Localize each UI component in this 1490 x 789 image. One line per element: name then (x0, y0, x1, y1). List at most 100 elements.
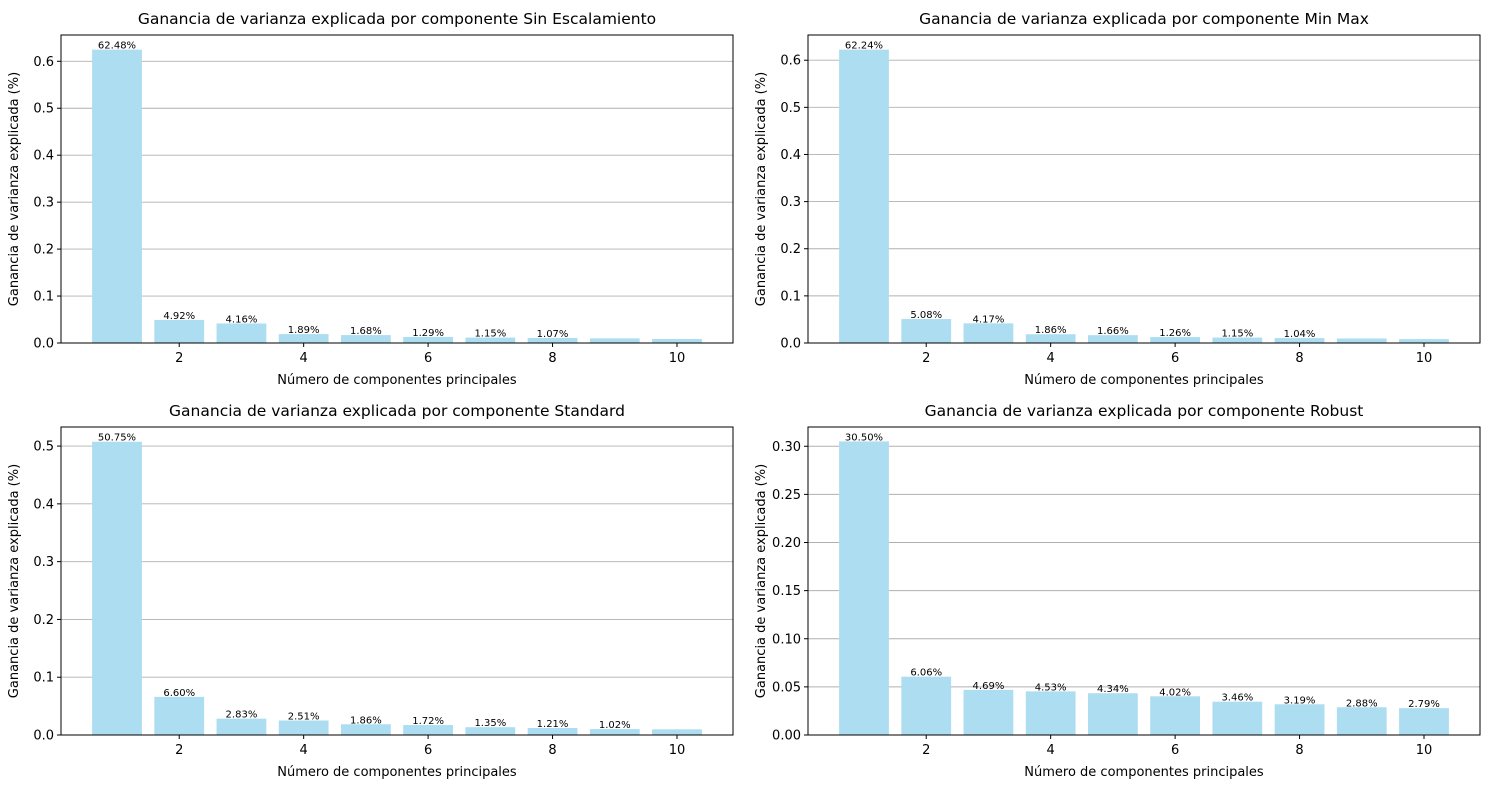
x-axis-label: Número de componentes principales (1024, 765, 1264, 780)
bar (403, 336, 453, 343)
y-tick-label: 0.30 (772, 440, 801, 455)
bar (403, 725, 453, 735)
data-label: 4.16% (226, 314, 258, 325)
data-label: 1.15% (1221, 329, 1253, 340)
y-tick-label: 0.00 (772, 729, 801, 744)
data-label: 4.69% (973, 681, 1005, 692)
bar (341, 335, 391, 343)
y-tick-label: 0.2 (33, 613, 54, 628)
bar (589, 338, 640, 343)
y-tick-label: 0.20 (772, 536, 801, 551)
bar (839, 49, 889, 344)
data-label: 1.68% (350, 326, 382, 337)
plot-frame (807, 426, 1481, 736)
x-tick-label: 10 (1416, 351, 1433, 366)
x-tick-label: 8 (1295, 351, 1303, 366)
data-label: 1.86% (350, 715, 382, 726)
y-tick-label: 0.6 (33, 55, 54, 70)
y-tick-label: 0.5 (33, 102, 54, 117)
y-axis-label: Ganancia de varianza explicada (%) (754, 72, 769, 306)
y-tick-label: 0.3 (33, 555, 54, 570)
y-axis-label: Ganancia de varianza explicada (%) (7, 464, 22, 698)
bar (216, 718, 267, 735)
bar (963, 689, 1014, 735)
data-label: 62.48% (98, 41, 136, 52)
bar (216, 323, 267, 343)
chart-1: 62.48% 4.92% 4.16% 1.89% 1.68% 1.29% 1.15% 1.07… (7, 10, 734, 388)
data-label: 1.04% (1284, 329, 1316, 340)
y-tick-label: 0.0 (33, 337, 54, 352)
y-tick-label: 0.1 (33, 290, 54, 305)
plot-frame (60, 426, 734, 736)
y-tick-label: 0.05 (772, 680, 801, 695)
y-tick-label: 0.0 (33, 729, 54, 744)
data-label: 1.29% (412, 328, 444, 339)
bar (92, 49, 142, 344)
x-tick-label: 4 (300, 351, 308, 366)
bar (1088, 693, 1138, 735)
y-tick-label: 0.4 (780, 148, 801, 163)
bar (652, 729, 702, 735)
bar (1088, 335, 1138, 343)
chart-4: 30.50% 6.06% 4.69% 4.53% 4.34% 4.02% 3.46% 3.19… (754, 402, 1481, 780)
y-axis-label: Ganancia de varianza explicada (%) (754, 464, 769, 698)
bar (901, 676, 952, 735)
chart-title: Ganancia de varianza explicada por compo… (169, 402, 625, 420)
data-label: 1.86% (1035, 325, 1067, 336)
data-label: 4.92% (163, 311, 195, 322)
x-tick-label: 4 (300, 743, 308, 758)
bar (1399, 339, 1449, 343)
data-label: 1.26% (1159, 328, 1191, 339)
x-tick-label: 2 (175, 351, 183, 366)
chart-title: Ganancia de varianza explicada por compo… (919, 10, 1369, 28)
bar (839, 441, 889, 735)
data-label: 1.89% (288, 325, 320, 336)
plot-frame (807, 34, 1481, 344)
y-tick-label: 0.2 (33, 243, 54, 258)
chart-title: Ganancia de varianza explicada por compo… (138, 10, 656, 28)
y-tick-label: 0.5 (780, 101, 801, 116)
y-tick-label: 0.1 (33, 671, 54, 686)
x-tick-label: 10 (669, 743, 686, 758)
bar (1274, 704, 1325, 735)
data-label: 1.15% (474, 329, 506, 340)
data-label: 1.66% (1097, 326, 1129, 337)
data-label: 2.51% (288, 711, 320, 722)
x-tick-label: 4 (1047, 351, 1055, 366)
data-label: 2.83% (226, 710, 258, 721)
x-tick-label: 6 (1171, 351, 1179, 366)
bar (278, 334, 329, 343)
bar (1336, 707, 1387, 735)
bar (92, 441, 142, 735)
chart-title: Ganancia de varianza explicada por compo… (925, 402, 1364, 420)
data-label: 1.35% (474, 718, 506, 729)
data-label: 62.24% (845, 41, 883, 52)
bar (652, 339, 702, 343)
x-tick-label: 8 (1295, 743, 1303, 758)
bar (1025, 334, 1076, 343)
chart-2: 62.24% 5.08% 4.17% 1.86% 1.66% 1.26% 1.15% 1.04… (754, 10, 1481, 388)
y-tick-label: 0.2 (780, 242, 801, 257)
data-label: 50.75% (98, 433, 136, 444)
data-label: 2.79% (1408, 699, 1440, 710)
x-tick-label: 8 (548, 743, 556, 758)
x-axis-label: Número de componentes principales (277, 765, 517, 780)
bar (1274, 338, 1325, 343)
y-tick-label: 0.5 (33, 440, 54, 455)
y-tick-label: 0.4 (33, 149, 54, 164)
data-label: 3.19% (1284, 695, 1316, 706)
data-label: 6.06% (910, 668, 942, 679)
bar (1025, 691, 1076, 735)
data-label: 1.21% (537, 719, 569, 730)
y-tick-label: 0.15 (772, 584, 801, 599)
bar (465, 337, 516, 343)
bar (1212, 337, 1263, 343)
data-label: 4.53% (1035, 682, 1067, 693)
x-tick-label: 10 (1416, 743, 1433, 758)
bar (1150, 337, 1200, 343)
bar (154, 696, 205, 735)
y-tick-label: 0.3 (780, 195, 801, 210)
x-tick-label: 6 (424, 743, 432, 758)
